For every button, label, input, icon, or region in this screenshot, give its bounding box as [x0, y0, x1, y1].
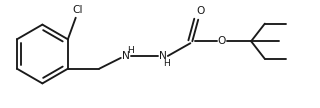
- Text: N: N: [122, 51, 130, 61]
- Text: Cl: Cl: [72, 5, 83, 15]
- Text: H: H: [164, 59, 170, 68]
- Text: O: O: [196, 6, 204, 16]
- Text: H: H: [127, 46, 134, 55]
- Text: N: N: [159, 51, 167, 61]
- Text: O: O: [218, 36, 226, 46]
